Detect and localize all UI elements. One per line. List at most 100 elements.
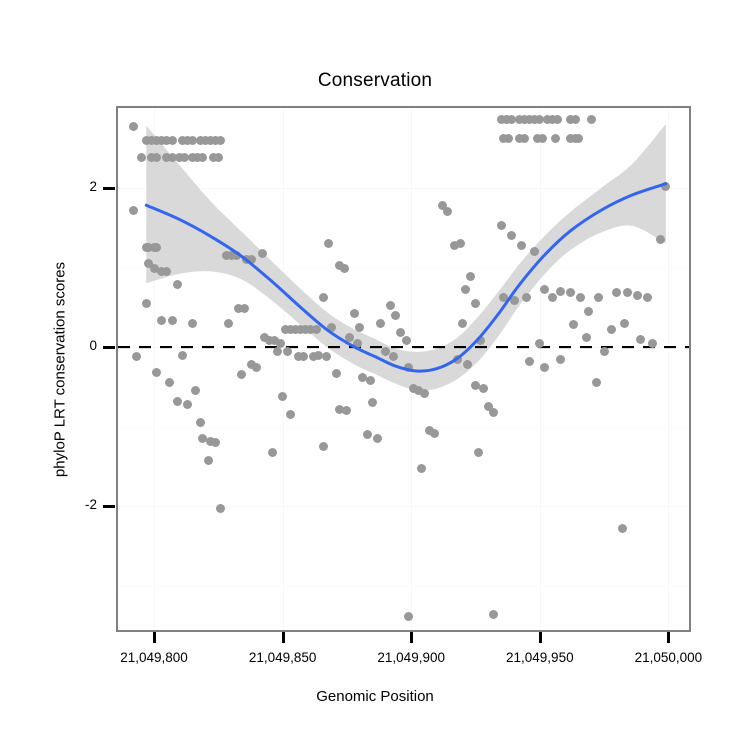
- y-tick-label: -2: [84, 497, 97, 513]
- data-point: [576, 293, 586, 303]
- data-point: [195, 418, 205, 428]
- data-point: [182, 399, 192, 409]
- data-point: [177, 350, 187, 360]
- data-point: [193, 152, 203, 162]
- data-point: [231, 250, 241, 260]
- y-tick: [103, 186, 115, 190]
- data-point: [198, 434, 208, 444]
- data-point: [450, 240, 460, 250]
- data-point: [211, 438, 221, 448]
- data-point: [195, 136, 205, 146]
- data-point: [553, 115, 563, 125]
- data-point: [504, 133, 514, 143]
- data-point: [247, 360, 257, 370]
- y-tick: [103, 346, 115, 350]
- data-point: [532, 133, 542, 143]
- data-point: [236, 370, 246, 380]
- data-point: [216, 503, 226, 513]
- data-point: [656, 234, 666, 244]
- data-point: [352, 338, 362, 348]
- data-point: [198, 152, 208, 162]
- data-point: [208, 152, 218, 162]
- data-point: [285, 325, 295, 335]
- plot-area: [118, 108, 689, 630]
- data-point: [581, 333, 591, 343]
- chart-title: Conservation: [317, 70, 433, 91]
- data-point: [157, 136, 167, 146]
- data-point: [499, 293, 509, 303]
- data-point: [489, 609, 499, 619]
- y-tick-label: 2: [89, 178, 97, 194]
- data-point: [401, 336, 411, 346]
- data-point: [206, 436, 216, 446]
- data-point: [252, 362, 262, 372]
- data-point: [368, 398, 378, 408]
- data-point: [326, 322, 336, 332]
- data-point: [180, 152, 190, 162]
- data-point: [471, 380, 481, 390]
- data-point: [152, 152, 162, 162]
- data-point: [308, 352, 318, 362]
- data-point: [499, 133, 509, 143]
- data-point: [293, 352, 303, 362]
- data-point: [465, 272, 475, 282]
- data-point: [594, 293, 604, 303]
- data-point: [375, 318, 385, 328]
- data-point: [548, 293, 558, 303]
- data-point: [157, 266, 167, 276]
- data-point: [324, 238, 334, 248]
- data-point: [607, 325, 617, 335]
- data-point: [496, 115, 506, 125]
- data-point: [455, 238, 465, 248]
- plot-panel: [116, 106, 691, 632]
- x-tick-label: 21,049,950: [506, 650, 574, 665]
- data-point: [275, 338, 285, 348]
- x-tick: [667, 632, 671, 643]
- data-point: [507, 231, 517, 240]
- data-point: [306, 325, 316, 335]
- data-point: [301, 325, 311, 335]
- x-tick: [153, 632, 156, 643]
- x-tick-label: 21,050,000: [634, 650, 703, 665]
- data-point: [162, 266, 172, 276]
- data-point: [540, 285, 550, 295]
- data-point: [226, 250, 236, 260]
- data-point: [555, 286, 565, 296]
- data-point: [162, 136, 172, 146]
- data-point: [332, 368, 342, 378]
- data-point: [355, 322, 365, 332]
- data-point: [350, 309, 360, 319]
- data-point: [141, 136, 151, 146]
- data-point: [424, 426, 434, 436]
- data-point: [566, 115, 576, 125]
- data-point: [414, 386, 424, 396]
- data-point: [216, 136, 226, 146]
- data-point: [234, 304, 244, 314]
- data-point: [211, 136, 221, 146]
- data-point: [419, 388, 429, 398]
- data-point: [149, 264, 159, 274]
- data-point: [478, 384, 488, 394]
- data-point: [530, 246, 540, 256]
- data-point: [128, 205, 138, 215]
- data-point: [584, 306, 594, 316]
- data-point: [535, 115, 545, 125]
- data-point: [167, 136, 177, 146]
- data-point: [131, 352, 141, 362]
- data-point: [530, 115, 540, 125]
- data-point: [141, 298, 151, 308]
- gridline-vertical: [282, 108, 284, 630]
- x-tick: [410, 632, 414, 643]
- data-point: [280, 325, 290, 335]
- data-point: [620, 318, 630, 328]
- data-point: [190, 386, 200, 396]
- data-point: [164, 378, 174, 388]
- data-point: [290, 325, 300, 335]
- data-point: [437, 200, 447, 210]
- data-point: [586, 115, 596, 125]
- data-point: [314, 350, 324, 360]
- data-point: [172, 280, 182, 290]
- data-point: [296, 325, 306, 335]
- data-point: [188, 136, 198, 146]
